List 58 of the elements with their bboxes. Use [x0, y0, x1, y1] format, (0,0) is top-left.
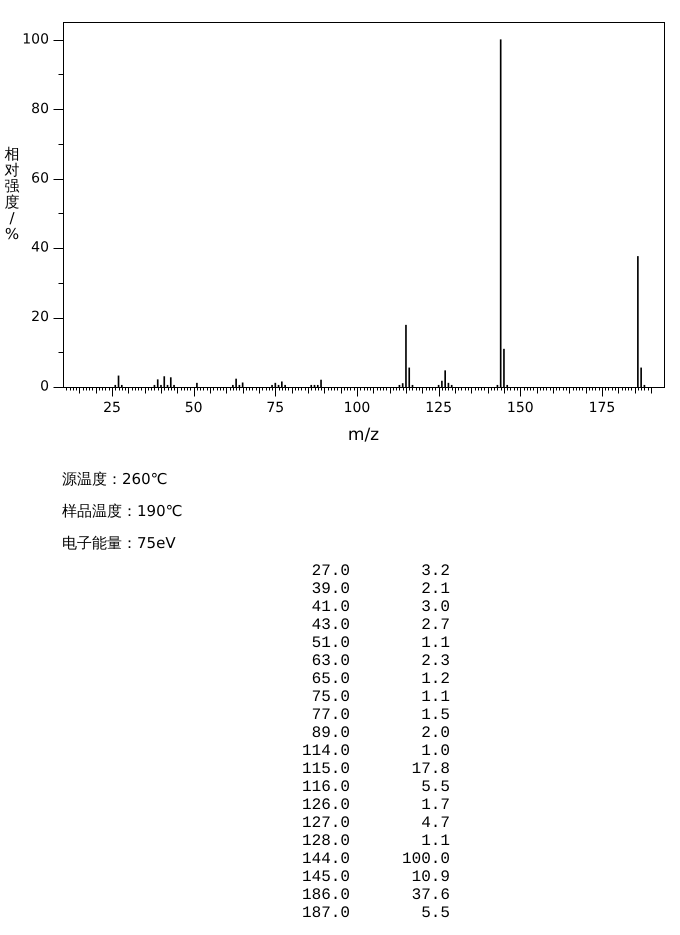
text: 39.0 [310, 580, 350, 598]
text: 4.7 [420, 814, 450, 832]
text: 128.0 [300, 832, 350, 850]
text: 样品温度：190℃ [62, 502, 182, 520]
text: 145.0 [300, 868, 350, 886]
text: 17.8 [410, 760, 450, 778]
text: 115.0 [300, 760, 350, 778]
text: 37.6 [410, 886, 450, 904]
text: 2.3 [420, 652, 450, 670]
text: 2.1 [420, 580, 450, 598]
text: 2.7 [420, 616, 450, 634]
x-tick-label: 150 [506, 400, 534, 416]
text: 1.2 [420, 670, 450, 688]
text: 1.1 [420, 688, 450, 706]
text: 41.0 [310, 598, 350, 616]
text: 27.0 [310, 562, 350, 580]
text: 2.0 [420, 724, 450, 742]
x-tick-label: 25 [103, 400, 121, 416]
text: 186.0 [300, 886, 350, 904]
text: 1.5 [420, 706, 450, 724]
y-tick-label: 0 [40, 378, 49, 395]
x-tick-label: 100 [344, 400, 370, 416]
text: 65.0 [310, 670, 350, 688]
y-tick-label: 80 [31, 100, 49, 117]
text: 89.0 [310, 724, 350, 742]
text: 5.5 [420, 778, 450, 796]
text: 源温度：260℃ [62, 470, 168, 488]
y-tick-label: 20 [31, 309, 49, 326]
x-axis-title: m/z [348, 425, 380, 446]
text: 144.0 [300, 850, 350, 868]
x-tick-label: 50 [184, 400, 203, 416]
text: 77.0 [310, 706, 350, 724]
text: 1.1 [420, 832, 450, 850]
y-tick-label: 60 [31, 170, 49, 186]
text: 127.0 [300, 814, 350, 832]
text: 126.0 [300, 796, 350, 814]
text: 63.0 [310, 652, 350, 670]
text: 1.0 [420, 742, 450, 760]
y-tick-label: 100 [22, 31, 49, 48]
text: 电子能量：75eV [62, 534, 176, 552]
text: 116.0 [300, 778, 350, 796]
text: 1.1 [420, 634, 450, 652]
text: 1.7 [420, 796, 450, 814]
x-tick-label: 75 [266, 400, 284, 416]
text: 51.0 [310, 634, 350, 652]
x-tick-label: 175 [588, 400, 616, 416]
text: 43.0 [310, 616, 350, 634]
text: 10.9 [410, 868, 450, 886]
y-tick-label: 40 [31, 240, 49, 256]
text: 114.0 [300, 742, 350, 760]
text: 5.5 [420, 904, 450, 922]
x-tick-label: 125 [425, 400, 452, 416]
y-axis-title: 相对强度/% [4, 145, 20, 243]
text: 75.0 [310, 688, 350, 706]
text: 3.0 [420, 598, 450, 616]
text: 3.2 [420, 562, 450, 580]
text: 100.0 [400, 850, 450, 868]
text: 187.0 [300, 904, 350, 922]
